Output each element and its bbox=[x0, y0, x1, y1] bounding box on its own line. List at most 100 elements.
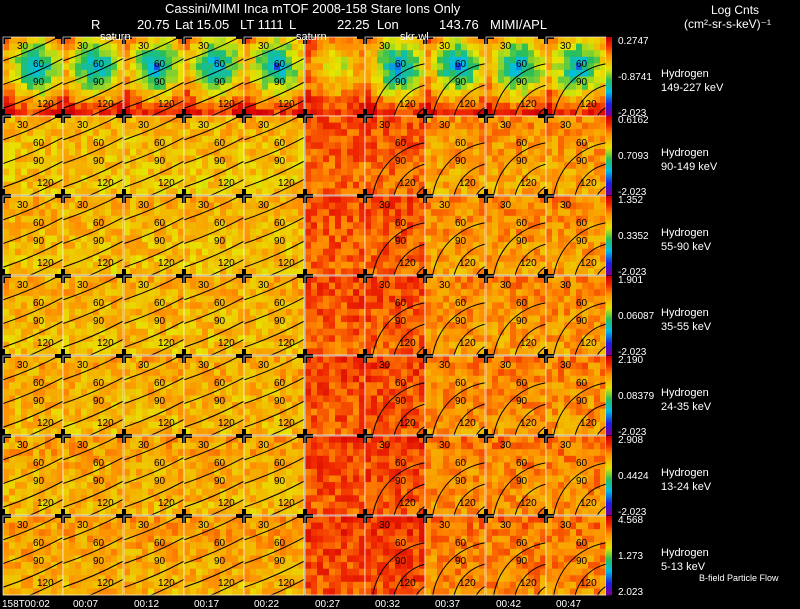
heatmap-cell bbox=[99, 215, 106, 223]
heatmap-cell bbox=[220, 175, 227, 183]
heatmap-cell bbox=[498, 50, 505, 58]
heatmap-cell bbox=[202, 89, 209, 97]
heatmap-cell bbox=[341, 248, 348, 256]
heatmap-cell bbox=[148, 315, 155, 323]
heatmap-cell bbox=[202, 328, 209, 336]
heatmap-cell bbox=[45, 83, 52, 91]
heatmap-cell bbox=[220, 196, 227, 203]
heatmap-cell bbox=[298, 341, 305, 349]
contour-label: 60 bbox=[154, 218, 166, 229]
heatmap-cell bbox=[124, 289, 131, 297]
heatmap-cell bbox=[93, 282, 100, 290]
heatmap-cell bbox=[498, 228, 505, 236]
heatmap-cell bbox=[504, 129, 511, 137]
heatmap-cell bbox=[377, 56, 384, 64]
heatmap-cell bbox=[148, 228, 155, 236]
heatmap-cell bbox=[365, 135, 372, 143]
heatmap-cell bbox=[323, 175, 330, 183]
heatmap-cell bbox=[226, 322, 233, 330]
heatmap-cell bbox=[166, 89, 173, 97]
heatmap-cell bbox=[365, 322, 372, 330]
heatmap-cell bbox=[226, 209, 233, 217]
heatmap-cell bbox=[286, 209, 293, 217]
heatmap-cell bbox=[473, 235, 480, 243]
heatmap-cell bbox=[178, 50, 185, 58]
heatmap-cell bbox=[220, 248, 227, 256]
heatmap-cell bbox=[256, 188, 263, 196]
heatmap-cell bbox=[353, 50, 360, 58]
heatmap-cell bbox=[274, 202, 281, 210]
heatmap-cell bbox=[504, 76, 511, 84]
heatmap-cell bbox=[498, 43, 505, 51]
heatmap-cell bbox=[142, 50, 149, 58]
heatmap-cell bbox=[226, 181, 233, 189]
heatmap-cell bbox=[160, 96, 167, 104]
heatmap-cell bbox=[467, 148, 474, 156]
heatmap-cell bbox=[594, 261, 601, 269]
heatmap-cell bbox=[292, 142, 299, 150]
heatmap-cell bbox=[178, 89, 185, 97]
heatmap-cell bbox=[558, 261, 565, 269]
heatmap-cell bbox=[69, 96, 76, 104]
heatmap-cell bbox=[546, 37, 553, 44]
heatmap-cell bbox=[443, 175, 450, 183]
heatmap-cell bbox=[190, 43, 197, 51]
heatmap-cell bbox=[202, 155, 209, 163]
heatmap-cell bbox=[21, 175, 28, 183]
heatmap-cell bbox=[105, 302, 112, 310]
heatmap-cell bbox=[202, 56, 209, 64]
contour-line bbox=[183, 58, 245, 86]
heatmap-cell bbox=[347, 315, 354, 323]
heatmap-cell bbox=[540, 96, 547, 104]
heatmap-cell bbox=[594, 235, 601, 243]
heatmap-cell bbox=[437, 135, 444, 143]
heatmap-cell bbox=[286, 102, 293, 110]
heatmap-cell bbox=[117, 268, 124, 276]
heatmap-cell bbox=[184, 83, 191, 91]
heatmap-cell bbox=[57, 37, 64, 44]
contour-label: 120 bbox=[158, 178, 175, 189]
heatmap-cell bbox=[130, 148, 137, 156]
heatmap-cell bbox=[57, 261, 64, 269]
heatmap-cell bbox=[111, 289, 118, 297]
heatmap-cell bbox=[190, 168, 197, 176]
heatmap-cell bbox=[377, 315, 384, 323]
heatmap-cell bbox=[33, 235, 40, 243]
heatmap-cell bbox=[359, 142, 366, 150]
heatmap-cell bbox=[311, 196, 318, 203]
heatmap-cell bbox=[87, 315, 94, 323]
heatmap-cell bbox=[190, 181, 197, 189]
heatmap-cell bbox=[516, 116, 523, 123]
heatmap-cell bbox=[226, 69, 233, 77]
heatmap-cell bbox=[81, 302, 88, 310]
heatmap-cell bbox=[413, 188, 420, 196]
heatmap-cell bbox=[172, 188, 179, 196]
heatmap-cell bbox=[274, 96, 281, 104]
heatmap-cell bbox=[111, 228, 118, 236]
heatmap-cell bbox=[437, 181, 444, 189]
heatmap-cell bbox=[262, 222, 269, 230]
heatmap-cell bbox=[534, 235, 541, 243]
heatmap-cell bbox=[528, 142, 535, 150]
heatmap-cell bbox=[534, 148, 541, 156]
heatmap-cell bbox=[395, 242, 402, 250]
heatmap-cell bbox=[546, 148, 553, 156]
panel-border bbox=[62, 195, 124, 276]
heatmap-cell bbox=[540, 37, 547, 44]
heatmap-cell bbox=[534, 116, 541, 123]
heatmap-cell bbox=[130, 188, 137, 196]
heatmap-cell bbox=[522, 222, 529, 230]
heatmap-cell bbox=[407, 168, 414, 176]
heatmap-cell bbox=[540, 56, 547, 64]
heatmap-cell bbox=[27, 228, 34, 236]
heatmap-cell bbox=[69, 181, 76, 189]
heatmap-cell bbox=[365, 222, 372, 230]
heatmap-cell bbox=[160, 209, 167, 217]
heatmap-cell bbox=[431, 188, 438, 196]
colorbar-segment bbox=[606, 114, 612, 117]
heatmap-cell bbox=[588, 242, 595, 250]
heatmap-cell bbox=[570, 242, 577, 250]
heatmap-cell bbox=[63, 142, 70, 150]
